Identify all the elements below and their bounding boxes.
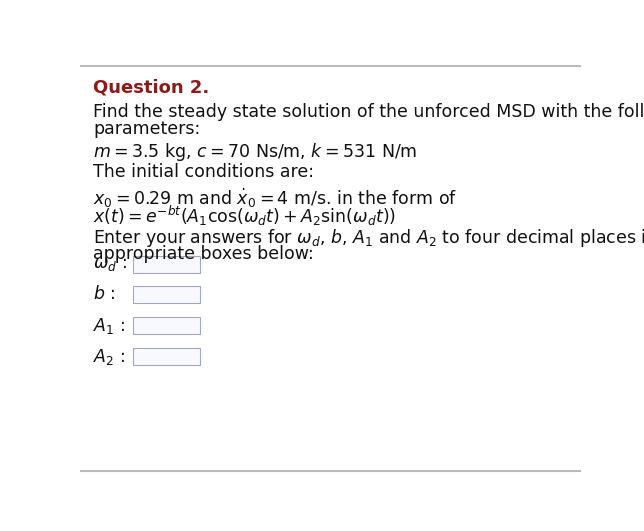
Text: appropriate boxes below:: appropriate boxes below: [93, 245, 314, 263]
FancyBboxPatch shape [133, 286, 200, 303]
Text: $m = 3.5$ kg, $c = 70$ Ns/m, $k = 531$ N/m: $m = 3.5$ kg, $c = 70$ Ns/m, $k = 531$ N… [93, 141, 417, 162]
Text: Find the steady state solution of the unforced MSD with the following: Find the steady state solution of the un… [93, 102, 644, 121]
FancyBboxPatch shape [133, 256, 200, 273]
Text: parameters:: parameters: [93, 120, 200, 138]
Text: $A_2$ :: $A_2$ : [93, 347, 126, 367]
Text: Enter your answers for $\omega_d$, $b$, $A_1$ and $A_2$ to four decimal places i: Enter your answers for $\omega_d$, $b$, … [93, 227, 644, 249]
FancyBboxPatch shape [133, 348, 200, 365]
Text: The initial conditions are:: The initial conditions are: [93, 164, 314, 182]
FancyBboxPatch shape [133, 317, 200, 335]
Text: $\omega_d$ :: $\omega_d$ : [93, 255, 127, 273]
Text: $x_0 = 0.29$ m and $\dot{x}_0 = 4$ m/s. in the form of: $x_0 = 0.29$ m and $\dot{x}_0 = 4$ m/s. … [93, 186, 457, 210]
Text: $x(t) = e^{-bt}(A_1 \cos(\omega_d t) + A_2 \sin(\omega_d t))$: $x(t) = e^{-bt}(A_1 \cos(\omega_d t) + A… [93, 204, 396, 228]
Text: Question 2.: Question 2. [93, 78, 209, 96]
Text: $A_1$ :: $A_1$ : [93, 316, 126, 336]
Text: $b$ :: $b$ : [93, 285, 115, 303]
